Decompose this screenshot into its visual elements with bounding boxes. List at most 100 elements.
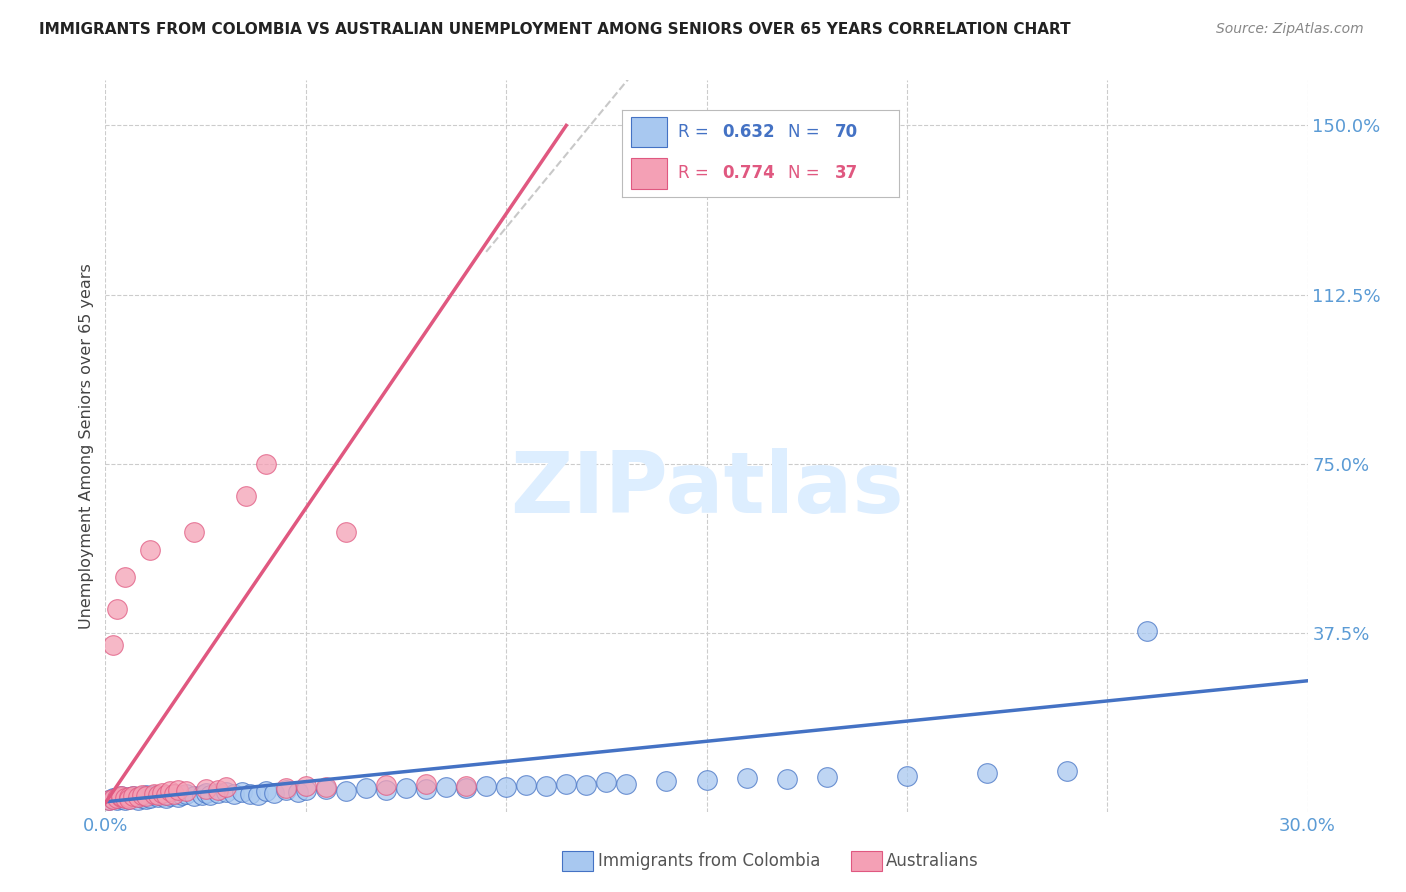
Point xyxy=(235,489,257,503)
Point xyxy=(107,601,129,615)
Point xyxy=(415,777,437,791)
Point xyxy=(159,784,181,798)
Point xyxy=(131,791,153,805)
Point xyxy=(174,787,197,801)
Point xyxy=(110,790,132,805)
Point xyxy=(415,782,437,797)
Point xyxy=(110,789,132,803)
Point xyxy=(142,788,165,802)
Point xyxy=(135,789,157,803)
Point xyxy=(454,779,477,793)
Point xyxy=(534,779,557,793)
Point xyxy=(146,789,169,803)
Point xyxy=(896,769,918,783)
Point xyxy=(198,788,221,802)
Point xyxy=(207,783,229,797)
Point xyxy=(110,791,132,805)
Point xyxy=(475,779,498,793)
Text: Source: ZipAtlas.com: Source: ZipAtlas.com xyxy=(1216,22,1364,37)
Point xyxy=(122,791,145,805)
Point xyxy=(103,792,125,806)
Point xyxy=(515,778,537,792)
Point xyxy=(374,778,398,792)
Point xyxy=(1136,624,1159,639)
Point xyxy=(131,789,153,804)
Point xyxy=(595,775,617,789)
Point xyxy=(295,783,318,797)
Point xyxy=(335,524,357,539)
Point xyxy=(815,770,838,784)
Point xyxy=(114,790,136,805)
Point xyxy=(214,780,236,794)
Point xyxy=(434,780,457,794)
Point xyxy=(254,784,277,798)
Point xyxy=(555,777,578,791)
Point xyxy=(150,786,173,800)
Point xyxy=(138,790,160,805)
Point xyxy=(155,788,177,802)
Point xyxy=(295,779,318,793)
Point xyxy=(135,792,157,806)
Point xyxy=(454,781,477,796)
Point xyxy=(118,789,141,804)
Point xyxy=(776,772,799,787)
Point xyxy=(127,790,149,805)
Point xyxy=(138,542,160,557)
Point xyxy=(335,784,357,798)
Point xyxy=(127,792,149,806)
Point xyxy=(127,790,149,805)
Point xyxy=(162,787,184,801)
Point xyxy=(207,786,229,800)
Point xyxy=(142,787,165,801)
Point xyxy=(495,780,517,794)
Point xyxy=(263,786,285,800)
Point xyxy=(274,781,297,796)
Text: IMMIGRANTS FROM COLOMBIA VS AUSTRALIAN UNEMPLOYMENT AMONG SENIORS OVER 65 YEARS : IMMIGRANTS FROM COLOMBIA VS AUSTRALIAN U… xyxy=(39,22,1071,37)
Point xyxy=(246,788,269,802)
Point xyxy=(98,793,121,807)
Point xyxy=(159,789,181,804)
Point xyxy=(122,789,145,803)
Point xyxy=(374,783,398,797)
Point xyxy=(976,766,998,780)
Point xyxy=(214,785,236,799)
Point xyxy=(150,789,173,803)
Point xyxy=(174,784,197,798)
Point xyxy=(114,791,136,805)
Point xyxy=(118,792,141,806)
Point xyxy=(98,793,121,807)
Point xyxy=(118,792,141,806)
Point xyxy=(166,783,188,797)
Point xyxy=(122,789,145,803)
Point xyxy=(354,781,377,796)
Point xyxy=(190,788,212,802)
Point xyxy=(118,789,141,804)
Point xyxy=(1056,764,1078,778)
Point xyxy=(616,777,638,791)
Point xyxy=(166,789,188,804)
Point xyxy=(107,792,129,806)
Point xyxy=(735,771,758,785)
Point xyxy=(696,773,718,788)
Text: Australians: Australians xyxy=(886,852,979,870)
Point xyxy=(315,780,337,794)
Point xyxy=(114,793,136,807)
Y-axis label: Unemployment Among Seniors over 65 years: Unemployment Among Seniors over 65 years xyxy=(79,263,94,629)
Point xyxy=(395,780,418,795)
Point xyxy=(138,789,160,804)
Point xyxy=(315,782,337,797)
Point xyxy=(287,785,309,799)
Point xyxy=(103,791,125,805)
Point xyxy=(110,789,132,803)
Point xyxy=(114,570,136,584)
Point xyxy=(655,774,678,789)
Point xyxy=(146,790,169,805)
Point xyxy=(107,790,129,805)
Point xyxy=(194,782,217,797)
Point xyxy=(162,787,184,801)
Point xyxy=(231,785,253,799)
Text: ZIPatlas: ZIPatlas xyxy=(509,449,904,532)
Point xyxy=(135,789,157,804)
Point xyxy=(170,789,193,803)
Point xyxy=(103,792,125,806)
